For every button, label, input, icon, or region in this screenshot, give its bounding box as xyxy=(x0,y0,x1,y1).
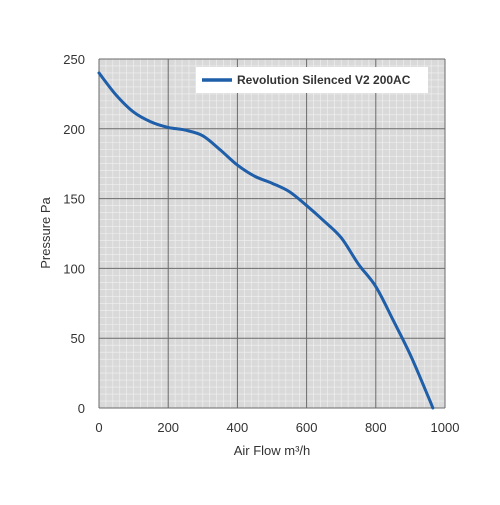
x-tick-labels: 0 200 400 600 800 1000 xyxy=(95,420,459,435)
x-tick-label: 400 xyxy=(227,420,249,435)
y-tick-label: 100 xyxy=(63,261,85,276)
x-tick-label: 1000 xyxy=(431,420,460,435)
legend-box xyxy=(196,67,428,93)
y-tick-labels: 0 50 100 150 200 250 xyxy=(63,52,85,416)
legend: Revolution Silenced V2 200AC xyxy=(196,67,428,93)
x-tick-label: 0 xyxy=(95,420,102,435)
x-tick-label: 800 xyxy=(365,420,387,435)
y-tick-label: 200 xyxy=(63,122,85,137)
y-axis-title: Pressure Pa xyxy=(38,196,53,268)
y-tick-label: 50 xyxy=(71,331,85,346)
series-layer xyxy=(97,71,435,410)
major-grid xyxy=(98,58,446,409)
y-tick-label: 0 xyxy=(78,401,85,416)
y-tick-label: 150 xyxy=(63,192,85,207)
x-tick-label: 200 xyxy=(157,420,179,435)
x-axis-title: Air Flow m³/h xyxy=(234,443,311,458)
series-line xyxy=(97,71,435,410)
legend-label: Revolution Silenced V2 200AC xyxy=(237,73,411,87)
x-tick-label: 600 xyxy=(296,420,318,435)
y-tick-label: 250 xyxy=(63,52,85,67)
